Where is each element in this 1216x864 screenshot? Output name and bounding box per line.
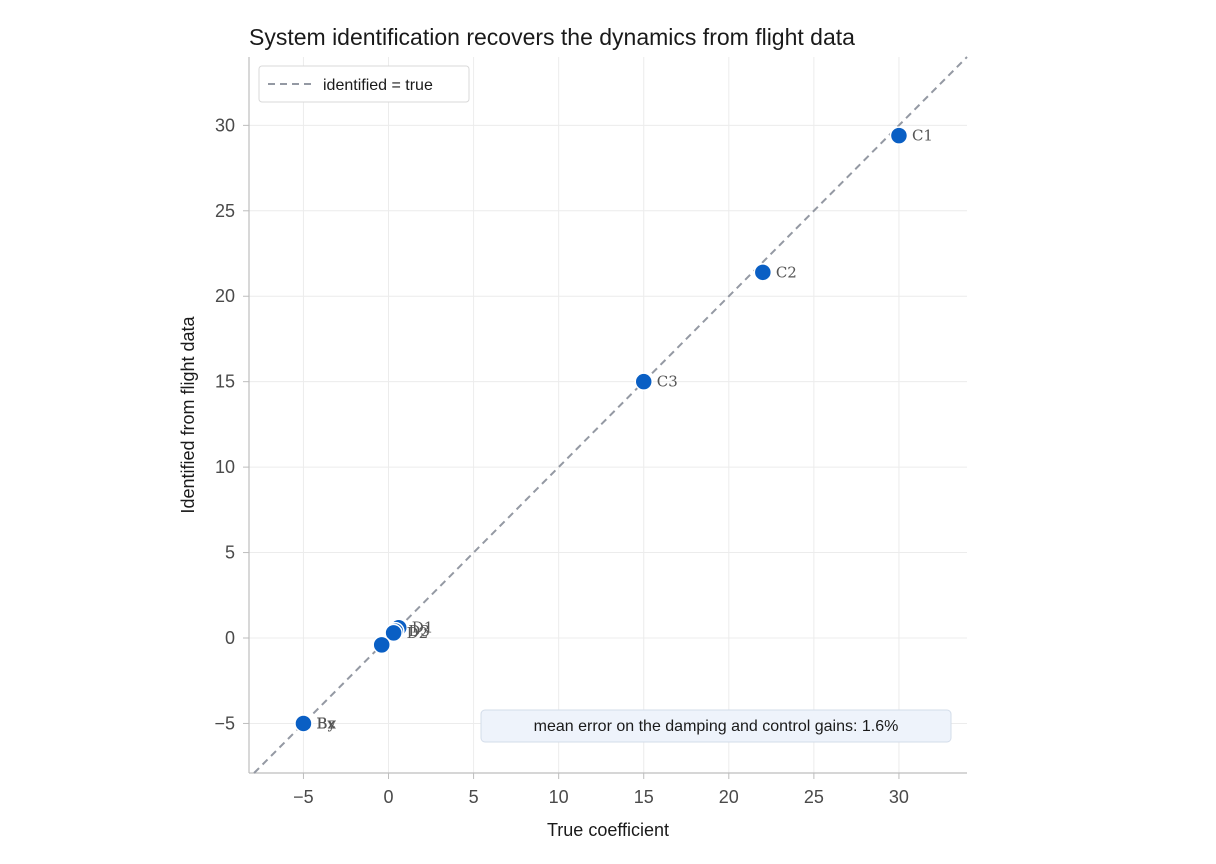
- y-tick-label: −5: [214, 713, 235, 733]
- x-tick-label: −5: [293, 787, 314, 807]
- annotation-box: mean error on the damping and control ga…: [480, 709, 952, 743]
- data-point-label: D2: [407, 624, 429, 642]
- data-point: [889, 126, 909, 145]
- x-tick-label: 10: [549, 787, 569, 807]
- x-tick-label: 20: [719, 787, 739, 807]
- x-tick-label: 0: [384, 787, 394, 807]
- legend-box: [258, 65, 470, 103]
- legend: identified = true: [258, 65, 470, 103]
- data-point-label: D1: [412, 619, 434, 637]
- y-axis-title: Identified from flight data: [178, 315, 198, 513]
- y-tick-label: 10: [215, 457, 235, 477]
- y-tick-label: 0: [225, 628, 235, 648]
- data-point-label: By: [316, 714, 336, 732]
- axes-layer: [248, 57, 967, 774]
- x-tick-label: 25: [804, 787, 824, 807]
- grid-layer: [249, 57, 967, 773]
- y-ticks: −5 0 5 10 15 20 25 30: [214, 115, 249, 733]
- x-tick-label: 30: [889, 787, 909, 807]
- data-point-label: D3: [408, 622, 430, 640]
- x-tick-label: 5: [469, 787, 479, 807]
- data-point-label: C2: [776, 263, 797, 281]
- y-tick-label: 15: [215, 372, 235, 392]
- x-tick-label: 15: [634, 787, 654, 807]
- data-point: [372, 635, 391, 655]
- y-tick-label: 30: [215, 115, 235, 135]
- data-point: [634, 372, 653, 391]
- data-point: [294, 714, 313, 733]
- y-tick-label: 5: [225, 543, 235, 563]
- chart-title: System identification recovers the dynam…: [249, 24, 855, 50]
- y-tick-label: 25: [215, 201, 235, 221]
- annotation-background: [480, 709, 952, 743]
- x-axis-title: True coefficient: [547, 820, 669, 840]
- data-point-label: C1: [912, 127, 933, 145]
- x-ticks: −5 0 5 10 15 20 25 30: [293, 773, 909, 807]
- reference-line: [253, 56, 968, 774]
- data-point-label: Bz: [316, 714, 335, 732]
- data-point-label: Bx: [316, 714, 336, 732]
- data-point: [753, 263, 773, 282]
- legend-label: identified = true: [323, 77, 433, 94]
- y-tick-label: 20: [215, 286, 235, 306]
- data-points: [294, 126, 909, 733]
- annotation-text: mean error on the damping and control ga…: [534, 718, 899, 735]
- data-point: [384, 623, 403, 643]
- data-point-label: C3: [657, 373, 678, 391]
